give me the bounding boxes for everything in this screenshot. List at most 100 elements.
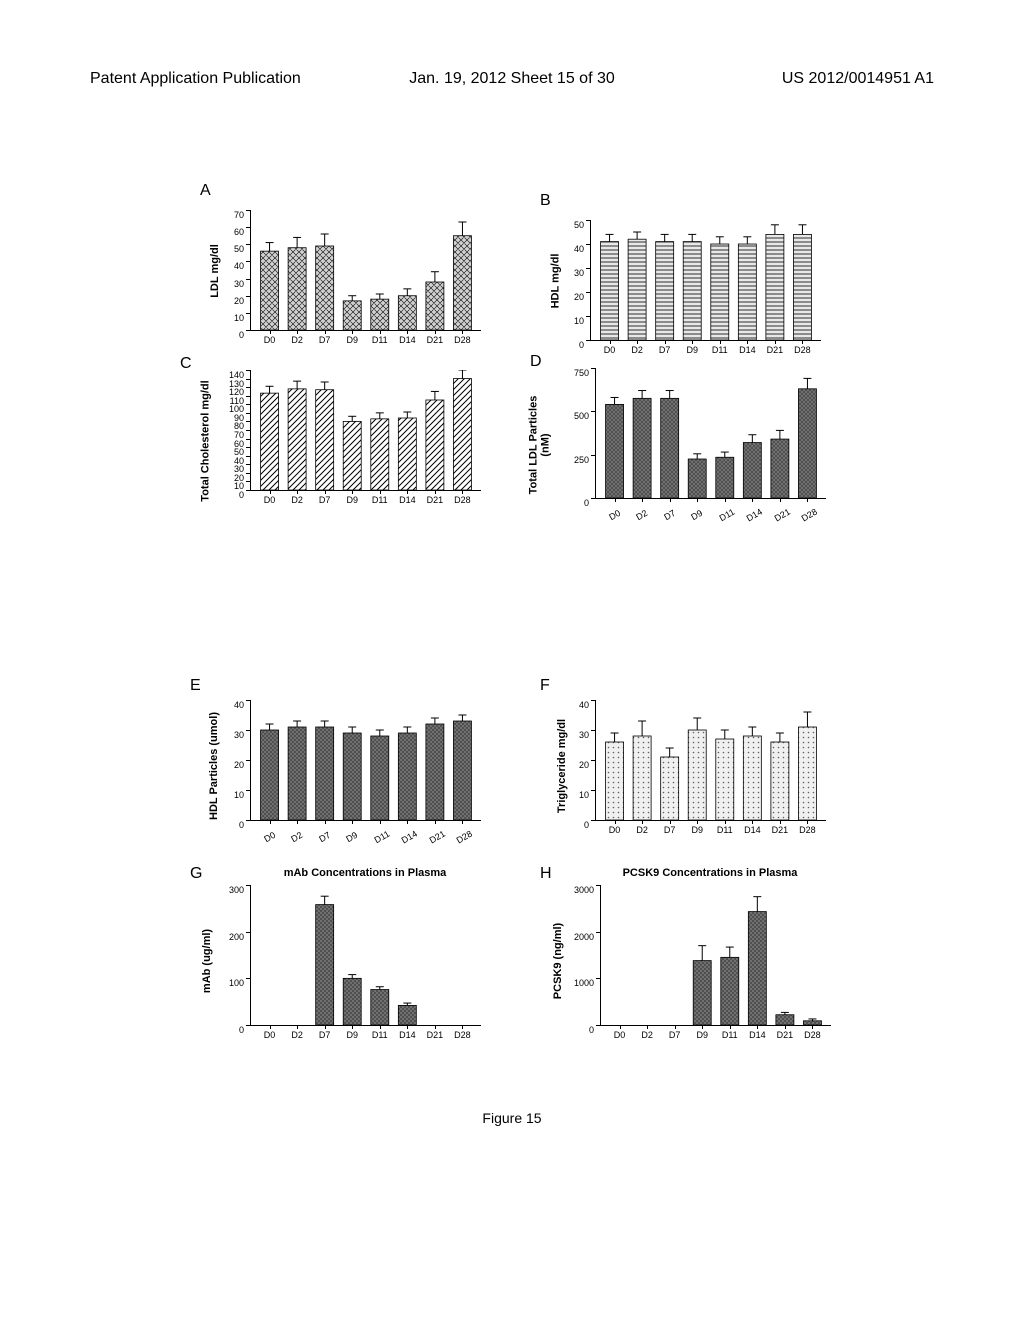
y-tick-label: 20 [234,296,244,306]
chart-bar [316,246,334,330]
chart-bar [798,389,816,498]
x-tick-label: D7 [319,1030,331,1040]
x-tick-label: D9 [686,345,698,355]
chart-bar [711,244,729,340]
x-tick-label: D9 [346,1030,358,1040]
x-tick-label: D7 [669,1030,681,1040]
x-tick-label: D14 [749,1030,766,1040]
chart-bar [683,242,701,340]
chart-bar [628,239,646,340]
x-tick-label: D28 [454,335,471,345]
x-tick-label: D28 [454,1030,471,1040]
chart-bar [776,1015,794,1025]
chart-bar [606,742,624,820]
panel-D-ylabel: Total LDL Particles(nM) [527,396,551,495]
x-tick-label: D28 [794,345,811,355]
y-tick-label: 30 [234,279,244,289]
panel-E-label: E [190,677,201,695]
chart-bar [288,727,306,820]
y-tick-label: 750 [574,368,589,378]
chart-bar [426,282,444,330]
y-tick-label: 20 [579,760,589,770]
x-tick-label: D21 [427,829,446,846]
chart-bar [343,301,361,330]
panel-B: B HDL mg/dl 01020304050D0D2D7D9D11D14D21… [540,200,820,370]
panel-D-label: D [530,353,542,371]
chart-bar [261,393,279,490]
y-tick-label: 100 [229,404,244,414]
panel-A-label: A [200,182,211,200]
y-tick-label: 40 [234,456,244,466]
x-tick-label: D11 [372,335,388,345]
x-tick-label: D11 [372,829,391,846]
chart-bar [288,248,306,330]
chart-bar [316,727,334,820]
y-tick-label: 300 [229,885,244,895]
x-tick-label: D9 [696,1030,708,1040]
chart-bar [661,398,679,498]
y-tick-label: 30 [579,730,589,740]
y-tick-label: 60 [234,439,244,449]
x-tick-label: D0 [264,335,276,345]
y-tick-label: 500 [574,411,589,421]
chart-bar [426,724,444,820]
x-tick-label: D28 [454,495,471,505]
chart-bar [771,439,789,498]
y-tick-label: 50 [234,447,244,457]
chart-bar [601,242,619,340]
chart-bar [316,390,334,490]
chart-bar [633,736,651,820]
x-tick-label: D0 [609,825,621,835]
panel-F-ylabel: Triglyceride mg/dl [556,719,568,813]
chart-bar [398,733,416,820]
y-tick-label: 200 [229,932,244,942]
x-tick-label: D21 [772,825,789,835]
x-tick-label: D2 [636,825,648,835]
x-tick-label: D21 [767,345,784,355]
chart-bar [371,419,389,490]
panel-E-plot: 010203040D0D2D7D9D11D14D21D28 [250,700,481,821]
chart-bar [371,736,389,820]
x-tick-label: D28 [799,825,816,835]
chart-bar [398,418,416,490]
panel-B-plot: 01020304050D0D2D7D9D11D14D21D28 [590,220,821,341]
x-tick-label: D11 [712,345,728,355]
chart-bar [738,244,756,340]
header-center: Jan. 19, 2012 Sheet 15 of 30 [409,70,615,88]
y-tick-label: 0 [239,490,244,500]
x-tick-label: D2 [289,830,304,844]
x-tick-label: D21 [427,335,444,345]
x-tick-label: D0 [264,495,276,505]
x-tick-label: D2 [291,495,303,505]
x-tick-label: D14 [399,495,416,505]
chart-bar [743,443,761,498]
y-tick-label: 2000 [574,932,594,942]
y-tick-label: 0 [579,340,584,350]
y-tick-label: 40 [234,261,244,271]
x-tick-label: D28 [455,829,474,846]
chart-bar [453,236,471,330]
x-tick-label: D9 [346,495,358,505]
chart-bar [343,421,361,490]
x-tick-label: D21 [427,495,444,505]
y-tick-label: 30 [234,464,244,474]
chart-bar [693,961,711,1025]
x-tick-label: D21 [427,1030,444,1040]
y-tick-label: 70 [234,210,244,220]
header-right: US 2012/0014951 A1 [782,70,934,88]
y-tick-label: 10 [574,316,584,326]
chart-bar [716,457,734,498]
chart-bar [798,727,816,820]
chart-bar [656,242,674,340]
y-tick-label: 20 [234,760,244,770]
x-tick-label: D2 [291,1030,303,1040]
y-tick-label: 3000 [574,885,594,895]
panel-E-ylabel: HDL Particles (umol) [208,712,220,820]
chart-bar [716,739,734,820]
y-tick-label: 100 [229,978,244,988]
y-tick-label: 80 [234,421,244,431]
panel-A: A LDL mg/dl 010203040506070D0D2D7D9D11D1… [200,190,480,360]
chart-bar [371,990,389,1025]
panel-F-plot: 010203040D0D2D7D9D11D14D21D28 [595,700,826,821]
chart-bar [793,234,811,340]
